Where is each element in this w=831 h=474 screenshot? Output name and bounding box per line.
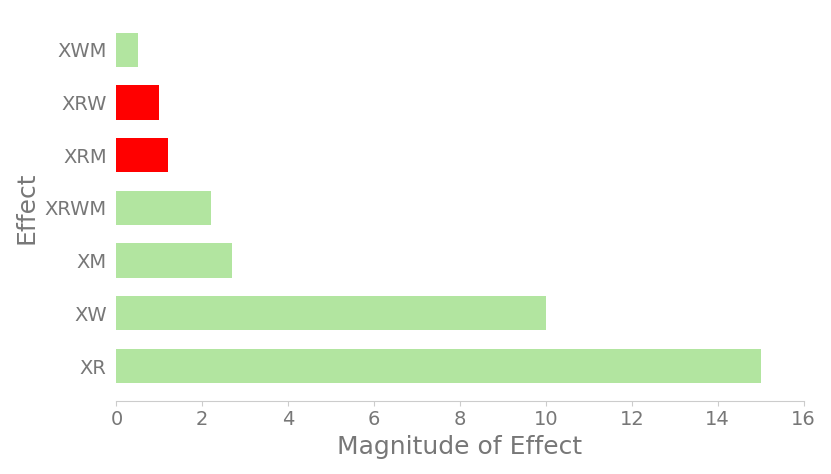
- Bar: [116, 33, 138, 67]
- Bar: [116, 191, 211, 225]
- Bar: [116, 138, 168, 172]
- Bar: [116, 244, 233, 278]
- Bar: [116, 349, 760, 383]
- Bar: [116, 296, 546, 330]
- Bar: [116, 85, 160, 119]
- X-axis label: Magnitude of Effect: Magnitude of Effect: [337, 435, 583, 459]
- Y-axis label: Effect: Effect: [15, 172, 39, 244]
